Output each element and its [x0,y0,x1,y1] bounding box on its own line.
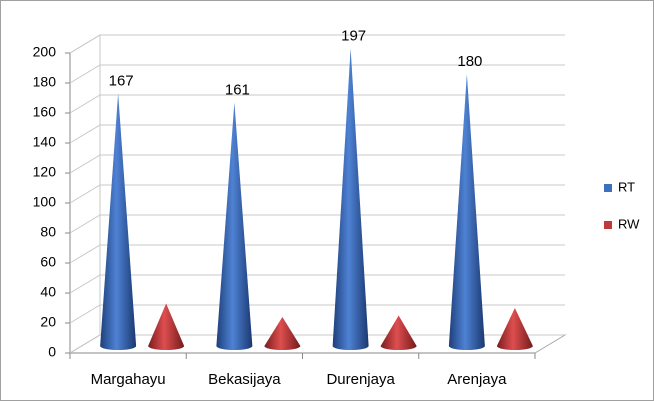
y-tick-label: 120 [33,164,57,180]
y-tick-label: 140 [33,134,57,150]
grid-line [69,154,565,174]
grid-line [69,274,565,294]
grid-line [69,34,565,54]
y-tick-label: 180 [33,74,57,90]
x-tick-label: Arenjaya [447,371,507,388]
cone [496,308,533,350]
value-label: 180 [457,53,482,70]
grid-line [69,244,565,264]
x-tick-label: Bekasijaya [208,371,281,388]
value-label: 161 [225,81,250,98]
cone [148,303,185,350]
legend-swatch [604,221,612,229]
floor [68,334,567,354]
legend-label: RW [618,216,640,231]
grid-line [69,64,565,84]
grid-line [69,304,565,324]
cone [264,317,301,350]
cone [100,93,137,350]
y-tick-label: 200 [33,44,57,60]
y-tick-label: 80 [40,224,56,240]
y-tick-label: 60 [40,254,56,270]
legend-swatch [604,184,612,192]
value-label: 167 [109,72,134,89]
y-tick-label: 40 [40,284,56,300]
value-label: 197 [341,27,366,44]
grid-line [69,214,565,234]
cone [448,74,485,350]
x-tick-label: Durenjaya [326,371,395,388]
grid-line [69,124,565,144]
cone [216,102,253,350]
y-tick-label: 160 [33,104,57,120]
y-tick-label: 100 [33,194,57,210]
x-tick-label: Margahayu [91,371,166,388]
y-tick-label: 20 [40,314,56,330]
cone [332,48,369,350]
grid-line [69,184,565,204]
grid-line [69,94,565,114]
cone [380,315,417,350]
legend-label: RT [618,179,635,194]
y-tick-label: 0 [48,344,56,360]
